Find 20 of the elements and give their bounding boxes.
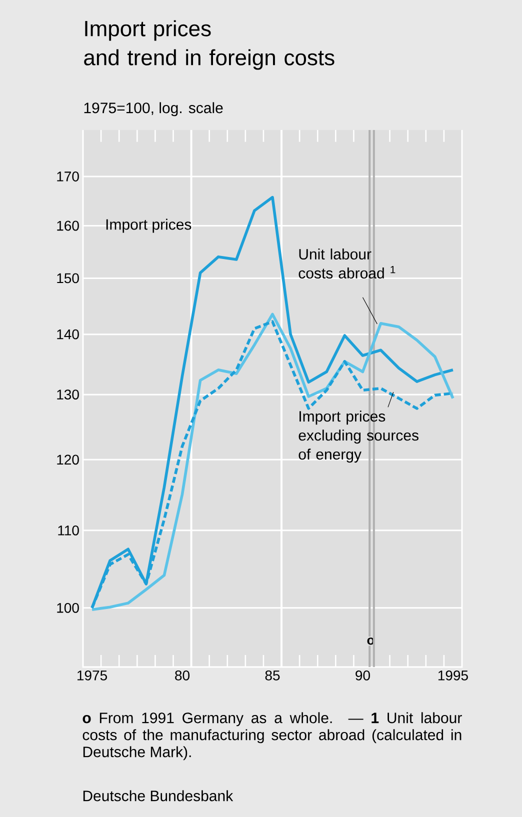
- text: Deutsche Bundesbank: [83, 790, 234, 802]
- x-tick-label: 1975: [78, 670, 107, 680]
- text: Unit labour costs abroad $^{1}$: [298, 248, 396, 279]
- chart-title: Import prices and trend in foreign costs: [84, 20, 334, 70]
- y-tick-label: 100: [57, 602, 79, 613]
- text: Import prices: [106, 218, 192, 233]
- y-tick-label: 130: [57, 390, 79, 400]
- x-tick-label: 90: [356, 670, 370, 680]
- x-tick-label: 1995: [438, 670, 468, 680]
- x-tick-label: 80: [175, 670, 190, 680]
- y-tick-label: 140: [57, 329, 79, 340]
- text: o From 1991 Germany as a whole. — 1 Unit labour costs of the manufacturing sector abroad (calculated in Deutsche Mark).: [82, 712, 462, 760]
- y-tick-label: 170: [57, 172, 79, 182]
- y-tick-label: 150: [57, 273, 79, 284]
- y-tick-label: 120: [57, 454, 79, 465]
- x-tick-label: 85: [265, 670, 280, 680]
- y-tick-label: 110: [58, 525, 79, 536]
- series-label: Import prices excluding sources of energy: [298, 410, 418, 463]
- y-tick-label: 160: [57, 220, 79, 231]
- chart-subtitle: 1975=100, log. scale: [84, 102, 223, 116]
